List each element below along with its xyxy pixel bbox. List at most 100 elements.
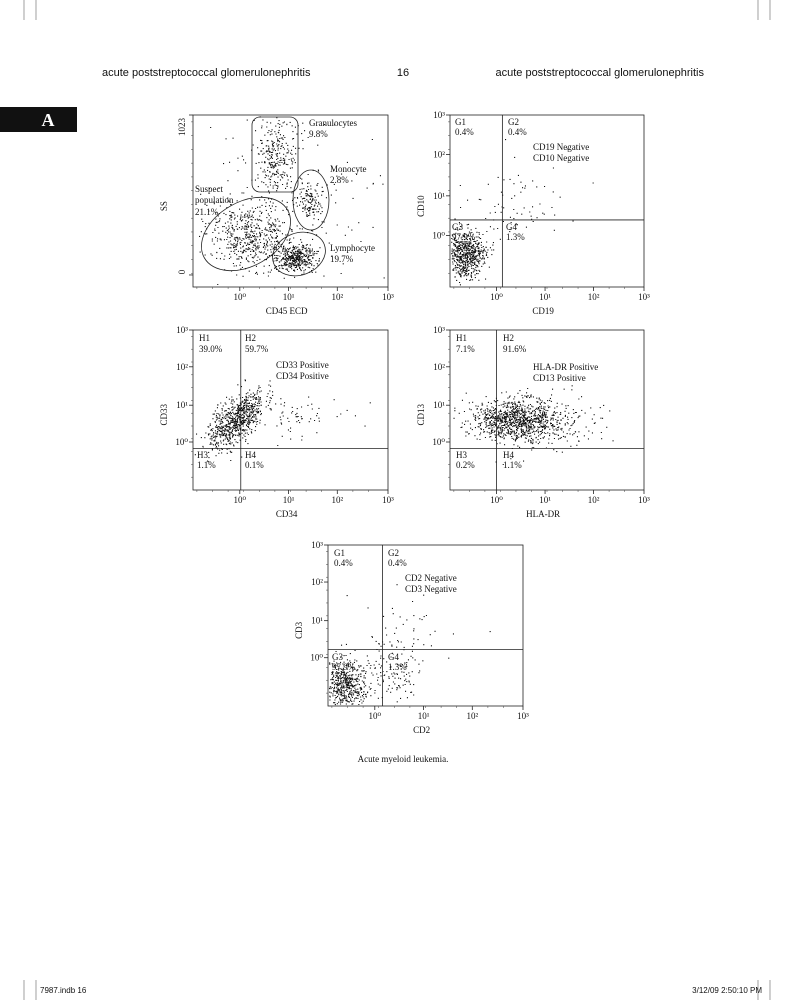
x-axis-label: CD19 [532, 306, 554, 316]
event-dots [221, 395, 371, 447]
region-label: G3 [332, 652, 343, 662]
y-tick-label: 10¹ [433, 400, 445, 410]
region-label: 0.4% [508, 127, 527, 137]
region-label: 9.8% [309, 129, 328, 139]
event-dots [208, 122, 385, 286]
y-axis-label: CD33 [159, 404, 169, 426]
region-label: Lymphocyte [330, 243, 375, 253]
event-dots [453, 389, 611, 449]
region-label: Granulocytes [309, 118, 357, 128]
x-tick-label: 10³ [517, 711, 529, 721]
region-label: G4 [506, 222, 517, 232]
figure-caption: Acute myeloid leukemia. [358, 754, 449, 764]
gate-monocyte [292, 169, 330, 231]
x-tick-label: 10⁰ [233, 495, 246, 505]
y-tick-label: 10⁰ [432, 437, 445, 447]
x-tick-label: 10¹ [539, 292, 551, 302]
region-label: G2 [388, 548, 399, 558]
region-label: 1.1% [197, 460, 216, 470]
event-dots [194, 379, 274, 463]
flow-plot: 10⁰ 10¹ 10² 10³ 1023 0 CD45 ECD SS Granulocytes9… [159, 114, 394, 316]
region-label: 21.1% [195, 207, 219, 217]
gate-granulocytes [251, 116, 299, 193]
y-tick-label: 10² [433, 362, 445, 372]
y-tick-label: 10¹ [311, 616, 323, 626]
region-label: CD19 Negative [533, 142, 589, 152]
region-label: 2.8% [330, 175, 349, 185]
y-tick-label: 10³ [433, 325, 445, 335]
event-dots [291, 169, 332, 236]
x-tick-label: 10¹ [283, 292, 295, 302]
region-label: 1.3% [506, 232, 525, 242]
region-label: 1.1% [503, 460, 522, 470]
x-tick-label: 10³ [382, 292, 394, 302]
y-axis-label: CD10 [416, 195, 426, 217]
running-head-left: acute poststreptococcal glomerulonephrit… [102, 67, 311, 79]
region-label: CD2 Negative [405, 573, 457, 583]
event-dots [477, 385, 614, 466]
y-tick-label: 10⁰ [432, 230, 445, 240]
region-label: CD13 Positive [533, 373, 586, 383]
y-tick-label: 0 [177, 269, 187, 274]
region-label: 0.4% [388, 558, 407, 568]
footer-right: 3/12/09 2:50:10 PM [692, 986, 762, 995]
x-tick-label: 10² [588, 495, 600, 505]
region-label: 0.1% [245, 460, 264, 470]
y-tick-label: 10³ [176, 325, 188, 335]
x-tick-label: 10³ [638, 292, 650, 302]
x-tick-label: 10¹ [539, 495, 551, 505]
region-label: H2 [245, 333, 256, 343]
event-dots [346, 584, 491, 666]
section-tab [0, 107, 77, 132]
y-tick-label: 10² [433, 150, 445, 160]
region-label: 97.9% [452, 232, 476, 242]
y-tick-label: 10⁰ [175, 437, 188, 447]
x-tick-label: 10¹ [283, 495, 295, 505]
x-tick-label: 10² [588, 292, 600, 302]
running-head-right: acute poststreptococcal glomerulonephrit… [495, 67, 704, 79]
region-label: 39.0% [199, 344, 223, 354]
x-tick-label: 10³ [382, 495, 394, 505]
event-dots [329, 643, 389, 706]
flow-plot: 10⁰ 10¹ 10² 10³10³10²10¹10⁰CD2CD3G10.4%G20.… [294, 540, 529, 735]
y-tick-label: 10¹ [176, 400, 188, 410]
region-label: Suspect [195, 184, 223, 194]
region-label: G4 [388, 652, 399, 662]
y-tick-label: 10³ [311, 540, 323, 550]
x-axis-label: CD2 [413, 725, 430, 735]
event-dots [199, 170, 321, 276]
region-label: 0.4% [455, 127, 474, 137]
y-axis-label: CD13 [416, 404, 426, 426]
region-label: CD33 Positive [276, 360, 329, 370]
x-axis-label: HLA-DR [526, 509, 560, 519]
region-label: H1 [199, 333, 210, 343]
event-dots [459, 139, 594, 240]
x-tick-label: 10⁰ [233, 292, 246, 302]
region-label: 91.6% [503, 344, 527, 354]
x-axis-label: CD45 ECD [266, 306, 308, 316]
region-label: H4 [245, 450, 256, 460]
region-label: HLA-DR Positive [533, 362, 598, 372]
page-number: 16 [397, 67, 409, 79]
crop-marks [23, 0, 771, 1000]
region-label: 19.7% [330, 254, 354, 264]
region-label: 7.1% [456, 344, 475, 354]
region-label: 1.3% [388, 662, 407, 672]
region-label: G2 [508, 117, 519, 127]
region-label: 0.4% [334, 558, 353, 568]
region-label: G1 [455, 117, 466, 127]
region-label: 0.2% [456, 460, 475, 470]
x-tick-label: 10² [466, 711, 478, 721]
region-label: 59.7% [245, 344, 269, 354]
y-tick-label: 10² [176, 362, 188, 372]
event-dots [237, 116, 304, 208]
region-label: G3 [452, 222, 463, 232]
section-letter: A [42, 110, 55, 130]
x-tick-label: 10⁰ [490, 495, 503, 505]
y-tick-label: 1023 [177, 118, 187, 137]
y-tick-label: 10¹ [433, 191, 445, 201]
region-label: population [195, 195, 234, 205]
